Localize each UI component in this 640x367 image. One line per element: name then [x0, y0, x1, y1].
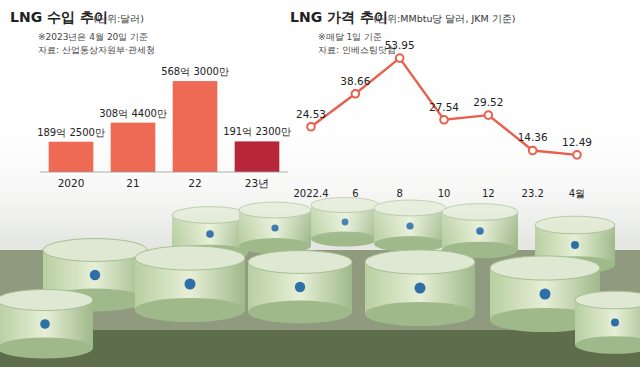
subtitle: (단위:달러) [93, 13, 144, 24]
marker [529, 147, 537, 155]
data-label: 191억 2300만 [223, 126, 291, 137]
tank-base [0, 337, 93, 358]
tank-top [43, 239, 147, 262]
data-label: 38.66 [340, 75, 370, 87]
marker [485, 111, 493, 119]
annotation: ※매달 1일 기준 [318, 32, 382, 42]
data-label: 24.53 [296, 108, 326, 120]
tank-top [490, 256, 600, 280]
data-label: 308억 4400만 [99, 108, 167, 119]
data-label: 53.95 [385, 39, 415, 51]
x-tick-label: 10 [438, 188, 451, 199]
figure: LNG 수입 추이(단위:달러)※2023년은 4월 20일 기준자료: 산업통… [0, 0, 640, 367]
data-label: 12.49 [562, 136, 592, 148]
data-label: 29.52 [473, 96, 503, 108]
subtitle: (단위:MMbtu당 달러, JKM 기준) [373, 13, 515, 24]
marker [573, 151, 581, 159]
canvas: LNG 수입 추이(단위:달러)※2023년은 4월 20일 기준자료: 산업통… [0, 0, 640, 367]
tank-top [135, 246, 245, 270]
marker [352, 90, 360, 98]
bar [235, 141, 280, 172]
x-tick-label: 2022.4 [294, 188, 329, 199]
ground [0, 250, 640, 367]
data-label: 189억 2500만 [37, 127, 105, 138]
labels: 2020 189억 2500만 21 308억 4400만 22 568억 3000만 23… [37, 66, 291, 189]
data-label: 14.36 [518, 131, 548, 143]
marker [440, 116, 448, 124]
bar [49, 142, 94, 172]
trees [0, 330, 640, 367]
background [0, 0, 640, 367]
tank-logo [540, 289, 551, 300]
tank-logo [611, 319, 619, 327]
tank-top [0, 289, 93, 310]
tank-base [575, 336, 640, 354]
x-tick-label: 23년 [245, 177, 269, 189]
tank-logo [90, 270, 100, 280]
line [311, 58, 577, 155]
tank-logo [571, 241, 579, 249]
tank-logo [295, 282, 305, 292]
bar [111, 123, 156, 172]
series [307, 54, 581, 158]
tank-base [365, 302, 475, 326]
tank-base [248, 301, 352, 324]
x-tick-label: 6 [352, 188, 358, 199]
annotation: 자료: 산업통상자원부·관세청 [38, 45, 155, 55]
marker [396, 54, 404, 62]
bar [173, 81, 218, 172]
data-label: 568억 3000만 [161, 66, 229, 77]
x-tick-label: 12 [482, 188, 495, 199]
x-tick-label: 8 [396, 188, 402, 199]
x-tick-label: 23.2 [522, 188, 544, 199]
x-tick-label: 4월 [569, 188, 585, 199]
x-tick-label: 22 [188, 177, 201, 189]
data-label: 27.54 [429, 101, 459, 113]
tank-top [248, 251, 352, 274]
tank-logo [40, 319, 50, 329]
tank-logo [415, 283, 426, 294]
tank-top [575, 291, 640, 309]
labels: 24.53 38.66 53.95 27.54 29.52 14.36 12.49 2022.… [294, 39, 593, 199]
tank-top [365, 250, 475, 274]
x-tick-label: 21 [126, 177, 139, 189]
tank-base [135, 298, 245, 322]
baseline [40, 172, 288, 173]
annotation: ※2023년은 4월 20일 기준 [38, 32, 148, 42]
marker [307, 123, 315, 131]
x-tick-label: 2020 [58, 177, 85, 189]
fade-overlay [0, 0, 640, 240]
tank-logo [185, 279, 196, 290]
